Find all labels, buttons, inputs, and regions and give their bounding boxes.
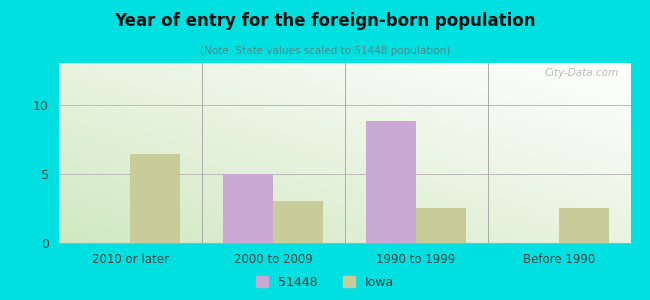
Bar <box>130 154 180 243</box>
Text: Year of entry for the foreign-born population: Year of entry for the foreign-born popul… <box>114 12 536 30</box>
Bar <box>559 208 609 243</box>
Text: (Note: State values scaled to 51448 population): (Note: State values scaled to 51448 popu… <box>200 46 450 56</box>
Bar <box>366 121 416 243</box>
Text: City-Data.com: City-Data.com <box>545 68 619 78</box>
Bar <box>223 174 273 243</box>
Bar <box>273 202 323 243</box>
Bar <box>416 208 466 243</box>
Legend: 51448, Iowa: 51448, Iowa <box>250 271 400 294</box>
